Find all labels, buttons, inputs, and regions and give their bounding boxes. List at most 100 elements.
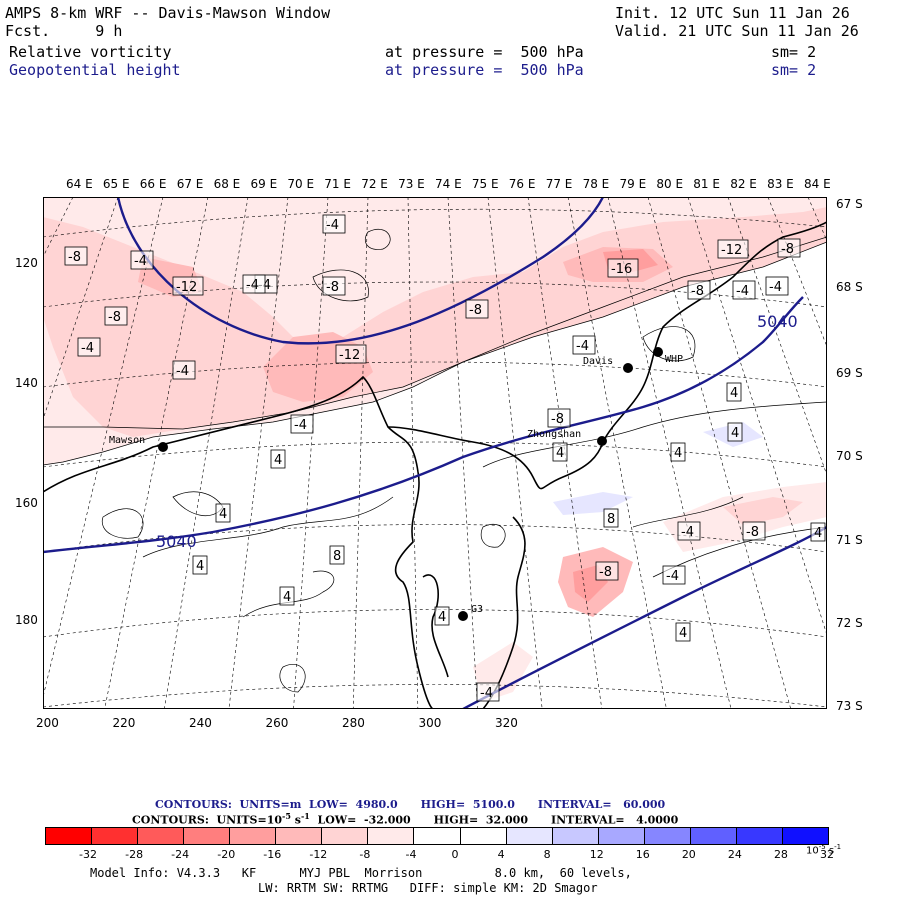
colorbar-tick-label: 8 [543,848,551,861]
x-tick-label: 280 [342,716,365,730]
vorticity-label: -16 [611,262,632,277]
latitude-label: 72 S [836,616,863,630]
station-whp-label: WHP [665,354,683,365]
vorticity-label-box [242,274,266,294]
vorticity-label-box [215,503,231,523]
colorbar-segment [735,827,783,845]
vorticity-label: -8 [746,525,759,540]
vorticity-label: 8 [607,512,615,527]
vorticity-label: -12 [721,243,742,258]
vorticity-label-box [270,449,286,469]
x-tick-label: 260 [265,716,289,730]
colorbar-segment [45,827,93,845]
colorbar-tick-label: -24 [171,848,190,861]
vorticity-label: -4 [246,278,259,293]
station-mawson-label: Mawson [109,435,145,446]
height-contour-south [462,525,827,709]
vorticity-label: -8 [326,280,339,295]
colorbar-tick-label: 32 [820,848,834,861]
vorticity-label-box [765,276,789,296]
colorbar-tick-label: 28 [773,848,788,861]
contours-vort-info: CONTOURS: UNITS=10-5 s-1 LOW= -32.000 HI… [132,811,679,827]
latitude-label: 73 S [836,699,863,713]
colorbar-tick-label: 24 [727,848,742,861]
x-tick-label: 200 [36,716,59,730]
field1-sm: sm= 2 [771,43,817,61]
longitude-label: 66 E [139,177,167,191]
vorticity-label-box [595,561,619,581]
colorbar-unit: 10-5 s-1 [806,843,842,857]
vorticity-label: -8 [108,310,121,325]
vorticity-label: -4 [736,284,749,299]
vorticity-label: -4 [134,254,147,269]
vorticity-label: -4 [666,569,679,584]
vorticity-label: -4 [576,339,589,354]
vorticity-label: -8 [551,412,564,427]
vorticity-label-box [727,422,743,442]
vorticity-label: -8 [68,250,81,265]
vorticity-label-box [677,521,701,541]
vorticity-label: -8 [599,565,612,580]
vorticity-label: 4 [556,446,564,461]
height-label-2: 5040 [156,532,197,551]
colorbar-segment [413,827,461,845]
x-tick-label: 220 [112,716,136,730]
vort-shade-east2 [723,497,803,525]
y-tick-label: 120 [15,256,38,270]
vorticity-label: -12 [339,348,360,363]
station-mawson-marker [158,442,168,452]
colorbar-segment [643,827,691,845]
vorticity-label: 4 [219,507,227,522]
longitude-label: 68 E [213,177,241,191]
vorticity-label-box [329,545,345,565]
vorticity-label-box [572,335,596,355]
colorbar-segment [459,827,507,845]
longitude-label: 73 E [398,177,425,191]
height-contour-mid [43,296,804,554]
colorbar-tick-label: -20 [217,848,236,861]
colorbar-tick-label: -28 [125,848,144,861]
vorticity-labels: -8 -8 -12 -4 -4 -4 -8 -16 -12 -8 -8 -4 -4 -8 -12 -4 -4 -8… [64,214,826,702]
height-contour-north [116,197,605,345]
vorticity-label: 4 [731,426,739,441]
longitude-label: 82 E [730,177,757,191]
vorticity-label-box [434,606,450,626]
field2-name: Geopotential height [9,61,181,79]
station-zhongshan-label: Zhongshan [527,429,581,440]
colorbar-tick-label: -4 [405,848,417,861]
colorbar-tick-label: -16 [263,848,282,861]
colorbar-segment [689,827,737,845]
vorticity-label-box [465,299,489,319]
vorticity-label: 4 [438,610,446,625]
longitude-label: 81 E [693,177,720,191]
latitude-label: 67 S [836,197,863,211]
vorticity-label-box [64,246,88,266]
vorticity-label-box [603,508,619,528]
colorbar-tick-label: 0 [451,848,459,861]
colorbar-segment [183,827,231,845]
vorticity-label-box [476,682,500,702]
latitude-label: 71 S [836,533,863,547]
init-time: Init. 12 UTC Sun 11 Jan 26 [615,4,850,22]
longitude-label: 84 E [804,177,831,191]
vorticity-label-box [335,344,367,364]
longitude-label: 79 E [619,177,647,191]
vorticity-label: -4 [294,418,307,433]
colorbar-segment [275,827,323,845]
longitude-label: 75 E [471,177,499,191]
vorticity-label-box [777,238,801,258]
longitude-label: 80 E [656,177,684,191]
vorticity-label-box [130,250,154,270]
longitude-label: 65 E [102,177,130,191]
vorticity-label: -4 [681,525,694,540]
vorticity-label: -4 [769,280,782,295]
map-plot[interactable]: Mawson Davis WHP Zhongshan G3 5040 5040 … [43,197,827,709]
longitude-label: 83 E [767,177,794,191]
colorbar-segment [137,827,185,845]
vorticity-label: 4 [196,559,204,574]
vorticity-label-box [732,280,756,300]
x-tick-label: 300 [418,716,442,730]
forecast-hour: Fcst. 9 h [5,22,123,40]
vorticity-label-box [77,337,101,357]
vorticity-label-box [717,239,749,259]
